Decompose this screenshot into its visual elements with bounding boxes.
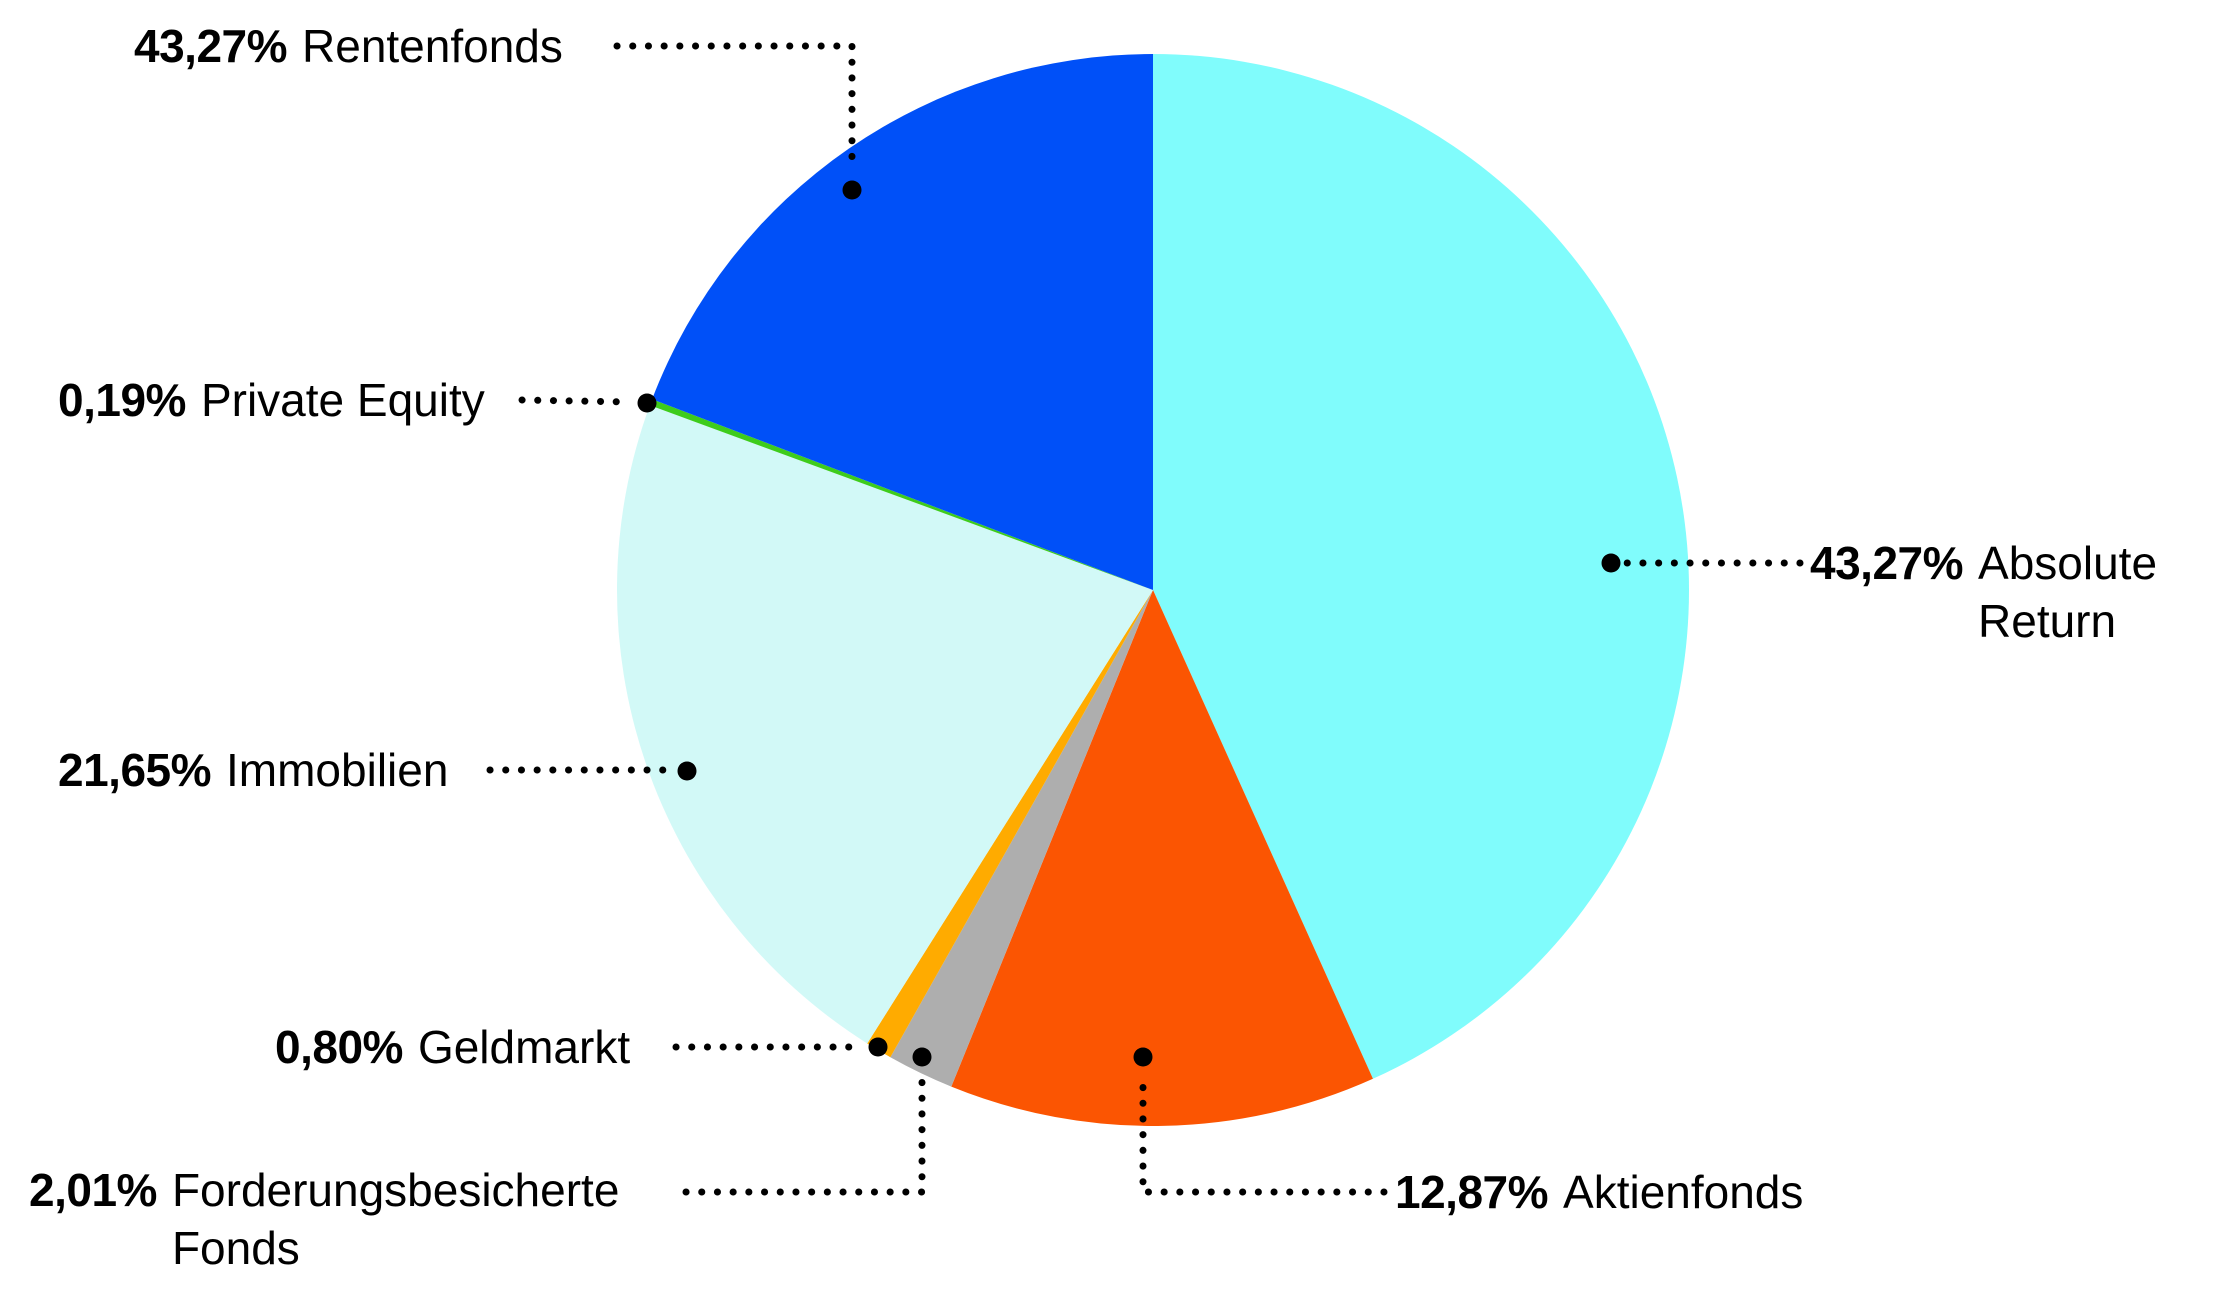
leader-dot-geldmarkt xyxy=(868,1037,888,1057)
slice-label-private-equity: 0,19% Private Equity xyxy=(58,371,485,429)
leader-dot-immobilien xyxy=(677,761,697,781)
slice-label-geldmarkt: 0,80% Geldmarkt xyxy=(275,1018,630,1076)
leader-line-private-equity xyxy=(518,396,632,406)
leader-dot-private-equity xyxy=(637,393,657,413)
leader-line-rentenfonds xyxy=(613,42,856,176)
slice-percent: 2,01% xyxy=(29,1164,157,1216)
slice-label-absolute-return: 43,27% Absolute Return xyxy=(1810,534,2157,650)
slice-percent: 0,80% xyxy=(275,1021,403,1073)
leader-line-forderungsbesicherte-fonds xyxy=(682,1068,926,1196)
pie-slice-geldmarkt xyxy=(867,590,1153,1058)
slice-name: Aktienfonds xyxy=(1563,1166,1804,1218)
leader-dot-rentenfonds xyxy=(842,180,862,200)
slice-label-immobilien: 21,65% Immobilien xyxy=(58,741,448,799)
leader-dot-absolute-return xyxy=(1601,553,1621,573)
slice-percent: 21,65% xyxy=(58,744,212,796)
pie-slice-aktienfonds xyxy=(951,590,1373,1127)
slice-label-rentenfonds: 43,27% Rentenfonds xyxy=(134,17,563,75)
slice-name: Rentenfonds xyxy=(302,20,563,72)
slice-name: Private Equity xyxy=(200,374,485,426)
slice-label-forderungsbesicherte-fonds: 2,01% Forderungsbesicherte Fonds xyxy=(29,1161,619,1277)
slice-name: Geldmarkt xyxy=(417,1021,631,1073)
pie-slice-immobilien xyxy=(617,405,1153,1044)
slice-percent: 43,27% xyxy=(134,20,288,72)
slice-percent: 43,27% xyxy=(1810,537,1964,589)
leader-line-aktienfonds xyxy=(1139,1068,1388,1196)
slice-percent: 12,87% xyxy=(1395,1166,1549,1218)
pie-slice-rentenfonds xyxy=(652,54,1153,590)
slice-name: Forderungsbesicherte Fonds xyxy=(171,1164,620,1274)
pie-slice-absolute-return xyxy=(1153,54,1690,1079)
slice-label-aktienfonds: 12,87% Aktienfonds xyxy=(1395,1163,1803,1221)
leader-dot-aktienfonds xyxy=(1133,1047,1153,1067)
slice-percent: 0,19% xyxy=(58,374,186,426)
leader-dot-forderungsbesicherte-fonds xyxy=(912,1047,932,1067)
pie-slice-forderungsbesicherte-fonds xyxy=(890,590,1153,1087)
pie-slice-private-equity xyxy=(649,399,1153,590)
slice-name: Absolute Return xyxy=(1978,537,2158,647)
slice-name: Immobilien xyxy=(226,744,449,796)
